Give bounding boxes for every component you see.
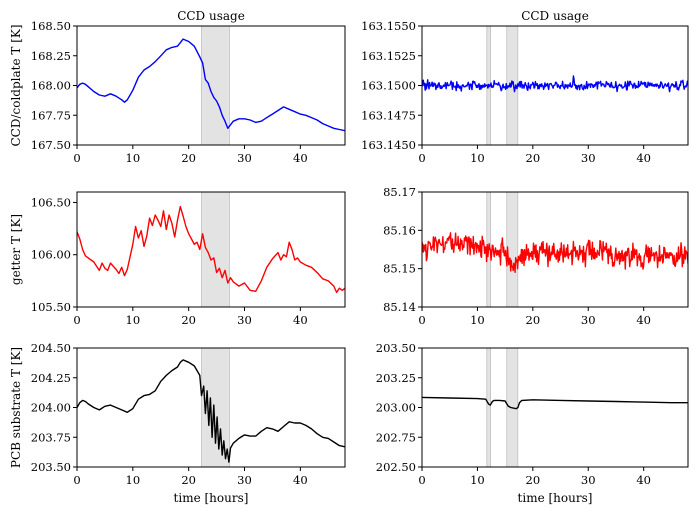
x-axis-label: time [hours] <box>174 491 249 505</box>
x-tick-label: 20 <box>526 473 541 487</box>
x-tick-label: 0 <box>418 473 425 487</box>
series-line <box>422 232 688 273</box>
y-tick-label: 85.14 <box>383 300 416 314</box>
series-line <box>77 205 345 294</box>
x-tick-label: 30 <box>237 473 252 487</box>
x-tick-label: 10 <box>126 313 141 327</box>
x-tick-label: 10 <box>126 473 141 487</box>
y-tick-label: 202.50 <box>376 460 416 474</box>
x-tick-label: 0 <box>73 313 80 327</box>
y-tick-label: 204.00 <box>31 401 71 415</box>
panel-p1: 0 10 20 30 40 167.50 167.75 168.00 168.25 168.50 C… <box>9 9 346 165</box>
x-tick-label: 40 <box>636 313 651 327</box>
panel-p5: 0 10 20 30 40 203.50 203.75 204.00 204.25 204.50 t… <box>9 341 346 505</box>
y-axis-label: getter T [K] <box>9 214 23 285</box>
shaded-region <box>486 347 492 468</box>
x-tick-label: 30 <box>581 151 596 165</box>
y-tick-label: 168.00 <box>31 79 71 93</box>
x-tick-label: 20 <box>526 313 541 327</box>
y-axis-label: CCD/coldplate T [K] <box>9 24 23 146</box>
y-tick-label: 85.16 <box>383 223 416 237</box>
panel-title: CCD usage <box>521 9 589 23</box>
x-tick-label: 20 <box>526 151 541 165</box>
y-tick-label: 85.17 <box>383 185 416 199</box>
panel-p2: 0 10 20 30 40 163.1450 163.1475 163.1500 163.152… <box>361 9 689 165</box>
panel-p3: 0 10 20 30 40 105.50 106.00 106.50 getter T [K] <box>9 191 346 327</box>
plot-frame <box>421 191 689 308</box>
x-tick-label: 10 <box>126 151 141 165</box>
y-tick-label: 203.00 <box>376 401 416 415</box>
y-tick-label: 163.1475 <box>361 108 416 122</box>
series-line <box>422 75 688 93</box>
panel-p6: 0 10 20 30 40 202.50 202.75 203.00 203.25 203.50 t… <box>376 341 689 505</box>
y-tick-label: 106.00 <box>31 248 71 262</box>
x-tick-label: 30 <box>581 473 596 487</box>
plot-frame <box>421 347 689 468</box>
y-tick-label: 163.1450 <box>361 138 416 152</box>
series-line <box>77 38 345 132</box>
x-tick-label: 40 <box>293 473 308 487</box>
panel-title: CCD usage <box>177 9 245 23</box>
panel-p4: 0 10 20 30 40 85.14 85.15 85.16 85.17 <box>383 185 689 327</box>
y-tick-label: 168.50 <box>31 19 71 33</box>
x-tick-label: 0 <box>73 151 80 165</box>
y-tick-label: 203.75 <box>31 430 71 444</box>
x-tick-label: 0 <box>418 313 425 327</box>
y-tick-label: 203.25 <box>376 371 416 385</box>
x-tick-label: 10 <box>470 151 485 165</box>
y-tick-label: 202.75 <box>376 430 416 444</box>
y-tick-label: 163.1550 <box>361 19 416 33</box>
y-tick-label: 168.25 <box>31 49 71 63</box>
shaded-region <box>201 191 230 308</box>
y-tick-label: 163.1500 <box>361 79 416 93</box>
y-tick-label: 85.15 <box>383 262 416 276</box>
x-tick-label: 20 <box>181 313 196 327</box>
y-tick-label: 203.50 <box>376 341 416 355</box>
series-line <box>77 359 345 463</box>
y-tick-label: 204.50 <box>31 341 71 355</box>
x-tick-label: 40 <box>636 473 651 487</box>
y-tick-label: 167.75 <box>31 108 71 122</box>
y-tick-label: 204.25 <box>31 371 71 385</box>
x-tick-label: 10 <box>470 313 485 327</box>
x-tick-label: 20 <box>181 473 196 487</box>
x-tick-label: 0 <box>418 151 425 165</box>
y-tick-label: 106.50 <box>31 195 71 209</box>
x-tick-label: 20 <box>181 151 196 165</box>
x-tick-label: 40 <box>293 313 308 327</box>
shaded-region <box>201 25 230 146</box>
y-axis-label: PCB substrate T [K] <box>9 347 23 468</box>
x-tick-label: 40 <box>636 151 651 165</box>
x-tick-label: 30 <box>581 313 596 327</box>
shaded-region <box>506 191 519 308</box>
x-tick-label: 30 <box>237 313 252 327</box>
y-tick-label: 203.50 <box>31 460 71 474</box>
y-tick-label: 163.1525 <box>361 49 416 63</box>
x-tick-label: 40 <box>293 151 308 165</box>
y-tick-label: 167.50 <box>31 138 71 152</box>
y-tick-label: 105.50 <box>31 300 71 314</box>
x-tick-label: 0 <box>73 473 80 487</box>
series-line <box>422 396 688 410</box>
plot-frame <box>76 191 346 308</box>
x-tick-label: 10 <box>470 473 485 487</box>
x-tick-label: 30 <box>237 151 252 165</box>
x-axis-label: time [hours] <box>518 491 593 505</box>
